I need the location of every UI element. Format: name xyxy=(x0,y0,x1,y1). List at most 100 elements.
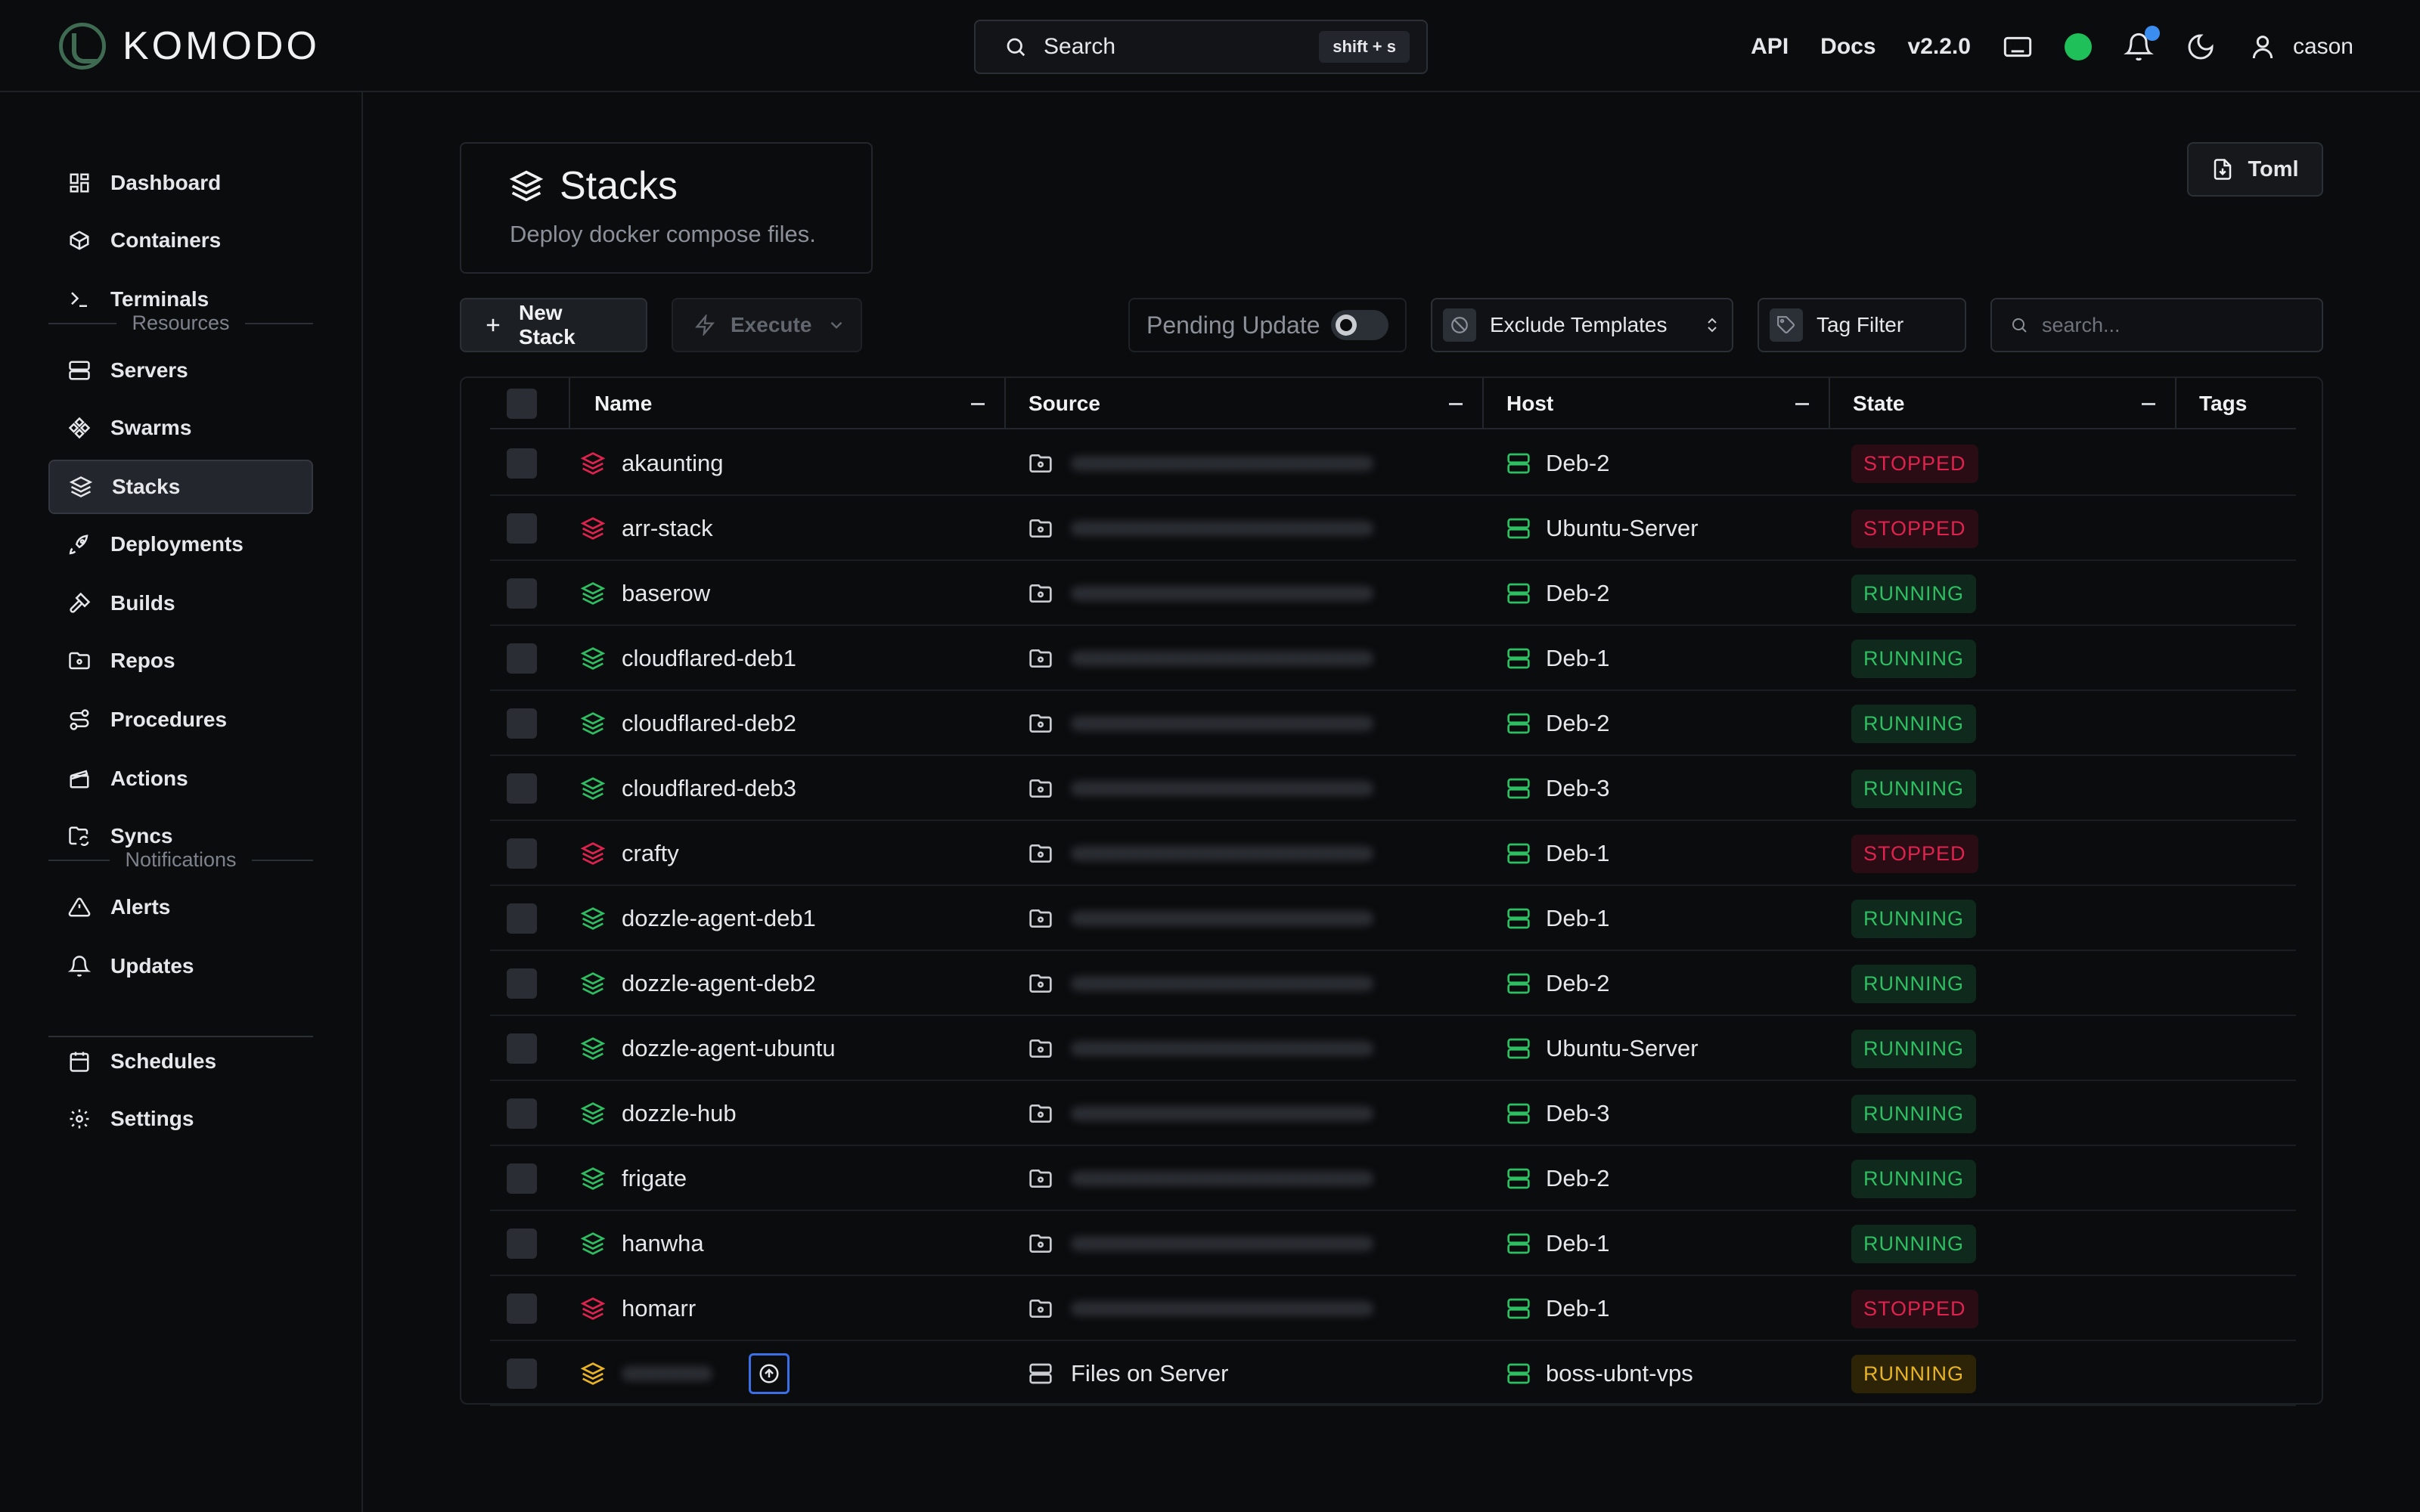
toml-export-button[interactable]: Toml xyxy=(2187,142,2323,197)
sidebar-item-swarms[interactable]: Swarms xyxy=(48,401,313,455)
pending-update-filter[interactable]: Pending Update xyxy=(1128,298,1407,352)
stack-host[interactable]: Deb-3 xyxy=(1546,775,1610,801)
stack-host-cell[interactable]: Deb-1 xyxy=(1506,1211,1609,1276)
table-row[interactable]: baserow Deb-2 RUNNING xyxy=(490,561,2296,626)
table-row[interactable]: Files on Server boss-ubnt-vps RUNNING xyxy=(490,1341,2296,1406)
stack-host-cell[interactable]: Deb-2 xyxy=(1506,431,1609,496)
header-tags[interactable]: Tags xyxy=(2199,392,2248,415)
table-row[interactable]: dozzle-hub Deb-3 RUNNING xyxy=(490,1081,2296,1146)
keyboard-icon[interactable] xyxy=(2003,32,2033,62)
stack-host[interactable]: Deb-2 xyxy=(1546,580,1610,606)
stack-name[interactable]: arr-stack xyxy=(622,515,713,541)
stack-name[interactable]: dozzle-agent-ubuntu xyxy=(622,1035,836,1061)
stack-name[interactable]: hanwha xyxy=(622,1230,704,1256)
stack-source-cell[interactable] xyxy=(1028,626,1373,691)
table-row[interactable]: crafty Deb-1 STOPPED xyxy=(490,821,2296,886)
stack-name-cell[interactable]: cloudflared-deb2 xyxy=(581,691,796,756)
header-name[interactable]: Name xyxy=(570,378,1006,429)
stack-host-cell[interactable]: boss-ubnt-vps xyxy=(1506,1341,1693,1406)
stack-host-cell[interactable]: Deb-1 xyxy=(1506,821,1609,886)
table-row[interactable]: arr-stack Ubuntu-Server STOPPED xyxy=(490,496,2296,561)
stack-name[interactable]: frigate xyxy=(622,1165,687,1191)
stack-name[interactable]: cloudflared-deb2 xyxy=(622,710,796,736)
stack-host[interactable]: Deb-1 xyxy=(1546,840,1610,866)
stack-host-cell[interactable]: Deb-2 xyxy=(1506,691,1609,756)
row-checkbox[interactable] xyxy=(507,513,537,544)
table-row[interactable]: dozzle-agent-deb2 Deb-2 RUNNING xyxy=(490,951,2296,1016)
stack-source-cell[interactable]: Files on Server xyxy=(1028,1341,1228,1406)
stack-host[interactable]: Deb-3 xyxy=(1546,1100,1610,1126)
table-row[interactable]: dozzle-agent-ubuntu Ubuntu-Server RUNNING xyxy=(490,1016,2296,1081)
row-checkbox[interactable] xyxy=(507,448,537,479)
sidebar-item-servers[interactable]: Servers xyxy=(48,343,313,398)
table-row[interactable]: akaunting Deb-2 STOPPED xyxy=(490,431,2296,496)
row-checkbox[interactable] xyxy=(507,968,537,999)
stack-host-cell[interactable]: Deb-2 xyxy=(1506,1146,1609,1211)
stack-host-cell[interactable]: Ubuntu-Server xyxy=(1506,1016,1699,1081)
stack-name-cell[interactable]: dozzle-agent-deb1 xyxy=(581,886,816,951)
stack-host-cell[interactable]: Deb-3 xyxy=(1506,1081,1609,1146)
row-checkbox[interactable] xyxy=(507,1294,537,1324)
table-row[interactable]: frigate Deb-2 RUNNING xyxy=(490,1146,2296,1211)
sidebar-item-repos[interactable]: Repos xyxy=(48,634,313,688)
row-checkbox[interactable] xyxy=(507,1033,537,1064)
stack-name-cell[interactable] xyxy=(581,1341,790,1406)
stack-name-cell[interactable]: homarr xyxy=(581,1276,696,1341)
stack-name[interactable]: akaunting xyxy=(622,450,724,476)
connection-status-dot[interactable] xyxy=(2064,33,2092,60)
sidebar-item-deployments[interactable]: Deployments xyxy=(48,517,313,572)
stack-source-cell[interactable] xyxy=(1028,691,1373,756)
execute-button[interactable]: Execute xyxy=(672,298,862,352)
table-row[interactable]: hanwha Deb-1 RUNNING xyxy=(490,1211,2296,1276)
row-checkbox[interactable] xyxy=(507,1163,537,1194)
stack-host[interactable]: Deb-1 xyxy=(1546,1230,1610,1256)
stack-host-cell[interactable]: Deb-3 xyxy=(1506,756,1609,821)
table-row[interactable]: dozzle-agent-deb1 Deb-1 RUNNING xyxy=(490,886,2296,951)
minus-icon[interactable] xyxy=(971,403,985,405)
stack-source-cell[interactable] xyxy=(1028,1211,1373,1276)
tag-filter-select[interactable]: Tag Filter xyxy=(1758,298,1966,352)
stack-name-cell[interactable]: baserow xyxy=(581,561,710,626)
table-row[interactable]: cloudflared-deb3 Deb-3 RUNNING xyxy=(490,756,2296,821)
row-checkbox[interactable] xyxy=(507,1228,537,1259)
table-row[interactable]: cloudflared-deb2 Deb-2 RUNNING xyxy=(490,691,2296,756)
row-checkbox[interactable] xyxy=(507,578,537,609)
pending-update-button[interactable] xyxy=(749,1353,790,1394)
stack-name[interactable]: dozzle-agent-deb1 xyxy=(622,905,816,931)
pending-update-toggle[interactable] xyxy=(1331,310,1388,340)
stack-name-cell[interactable]: arr-stack xyxy=(581,496,713,561)
stack-host[interactable]: boss-ubnt-vps xyxy=(1546,1360,1693,1387)
stack-host-cell[interactable]: Ubuntu-Server xyxy=(1506,496,1699,561)
new-stack-button[interactable]: New Stack xyxy=(460,298,647,352)
sidebar-item-procedures[interactable]: Procedures xyxy=(48,692,313,747)
row-checkbox[interactable] xyxy=(507,773,537,804)
docs-link[interactable]: Docs xyxy=(1820,34,1876,59)
stack-source-cell[interactable] xyxy=(1028,1081,1373,1146)
stack-source-cell[interactable] xyxy=(1028,431,1373,496)
sidebar-item-builds[interactable]: Builds xyxy=(48,576,313,631)
row-checkbox[interactable] xyxy=(507,708,537,739)
stack-name-cell[interactable]: cloudflared-deb1 xyxy=(581,626,796,691)
stack-host[interactable]: Deb-2 xyxy=(1546,710,1610,736)
stack-source-cell[interactable] xyxy=(1028,1146,1373,1211)
stack-name[interactable]: dozzle-agent-deb2 xyxy=(622,970,816,996)
stack-source-cell[interactable] xyxy=(1028,1016,1373,1081)
sidebar-item-settings[interactable]: Settings xyxy=(48,1092,313,1146)
stack-name[interactable]: homarr xyxy=(622,1295,697,1321)
sidebar-item-schedules[interactable]: Schedules xyxy=(48,1034,313,1089)
stack-source-cell[interactable] xyxy=(1028,561,1373,626)
stack-host[interactable]: Deb-2 xyxy=(1546,1165,1610,1191)
notifications-button[interactable] xyxy=(2123,26,2160,62)
table-search-input[interactable]: search... xyxy=(1990,298,2323,352)
moon-icon[interactable] xyxy=(2186,32,2216,62)
stack-host[interactable]: Deb-1 xyxy=(1546,645,1610,671)
minus-icon[interactable] xyxy=(1795,403,1809,405)
stack-host-cell[interactable]: Deb-2 xyxy=(1506,951,1609,1016)
stack-source-cell[interactable] xyxy=(1028,1276,1373,1341)
stack-name[interactable]: cloudflared-deb3 xyxy=(622,775,796,801)
header-source[interactable]: Source xyxy=(1006,378,1484,429)
stack-name-cell[interactable]: akaunting xyxy=(581,431,723,496)
sidebar-item-alerts[interactable]: Alerts xyxy=(48,880,313,934)
table-row[interactable]: homarr Deb-1 STOPPED xyxy=(490,1276,2296,1341)
sidebar-item-syncs[interactable]: Syncs xyxy=(48,809,313,863)
